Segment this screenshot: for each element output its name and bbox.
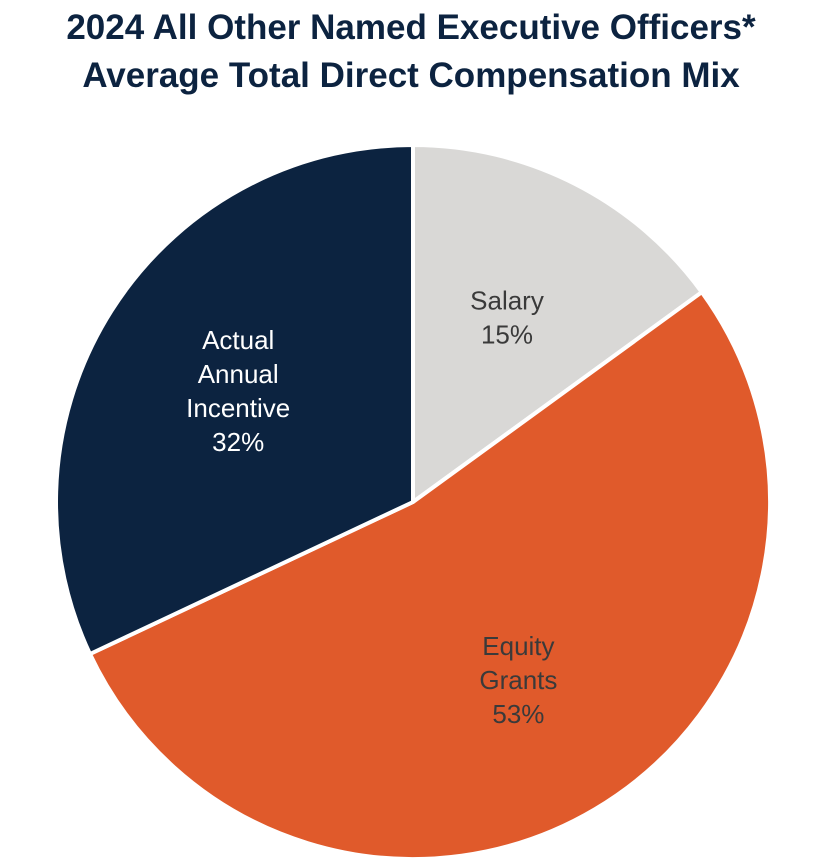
slice-label-line-2-2: Incentive xyxy=(186,393,290,423)
pie-slice-2 xyxy=(54,143,415,656)
slice-label-2: Actual Annual Incentive 32% xyxy=(186,325,290,457)
slice-label-line-1-1: Grants xyxy=(479,665,557,695)
pie-slice-0 xyxy=(411,143,704,504)
pie-labels: Salary 15% Equity Grants 53% Actual Annual Ince… xyxy=(186,286,557,730)
pie-slice-1 xyxy=(87,290,772,862)
slice-percent-2: 32% xyxy=(212,427,264,457)
pie-slices xyxy=(54,143,772,862)
slice-label-line-0-0: Salary xyxy=(470,286,544,316)
chart-title: 2024 All Other Named Executive Officers* xyxy=(66,8,756,47)
slice-percent-0: 15% xyxy=(481,320,533,350)
slice-label-line-1-0: Equity xyxy=(482,631,554,661)
slice-label-line-2-1: Annual xyxy=(198,359,279,389)
chart-subtitle: Average Total Direct Compensation Mix xyxy=(82,56,740,95)
chart-title-block: 2024 All Other Named Executive Officers*… xyxy=(0,4,822,100)
slice-label-0: Salary 15% xyxy=(470,286,544,350)
slice-label-1: Equity Grants 53% xyxy=(479,631,557,729)
slice-percent-1: 53% xyxy=(492,699,544,729)
slice-label-line-2-0: Actual xyxy=(202,325,274,355)
